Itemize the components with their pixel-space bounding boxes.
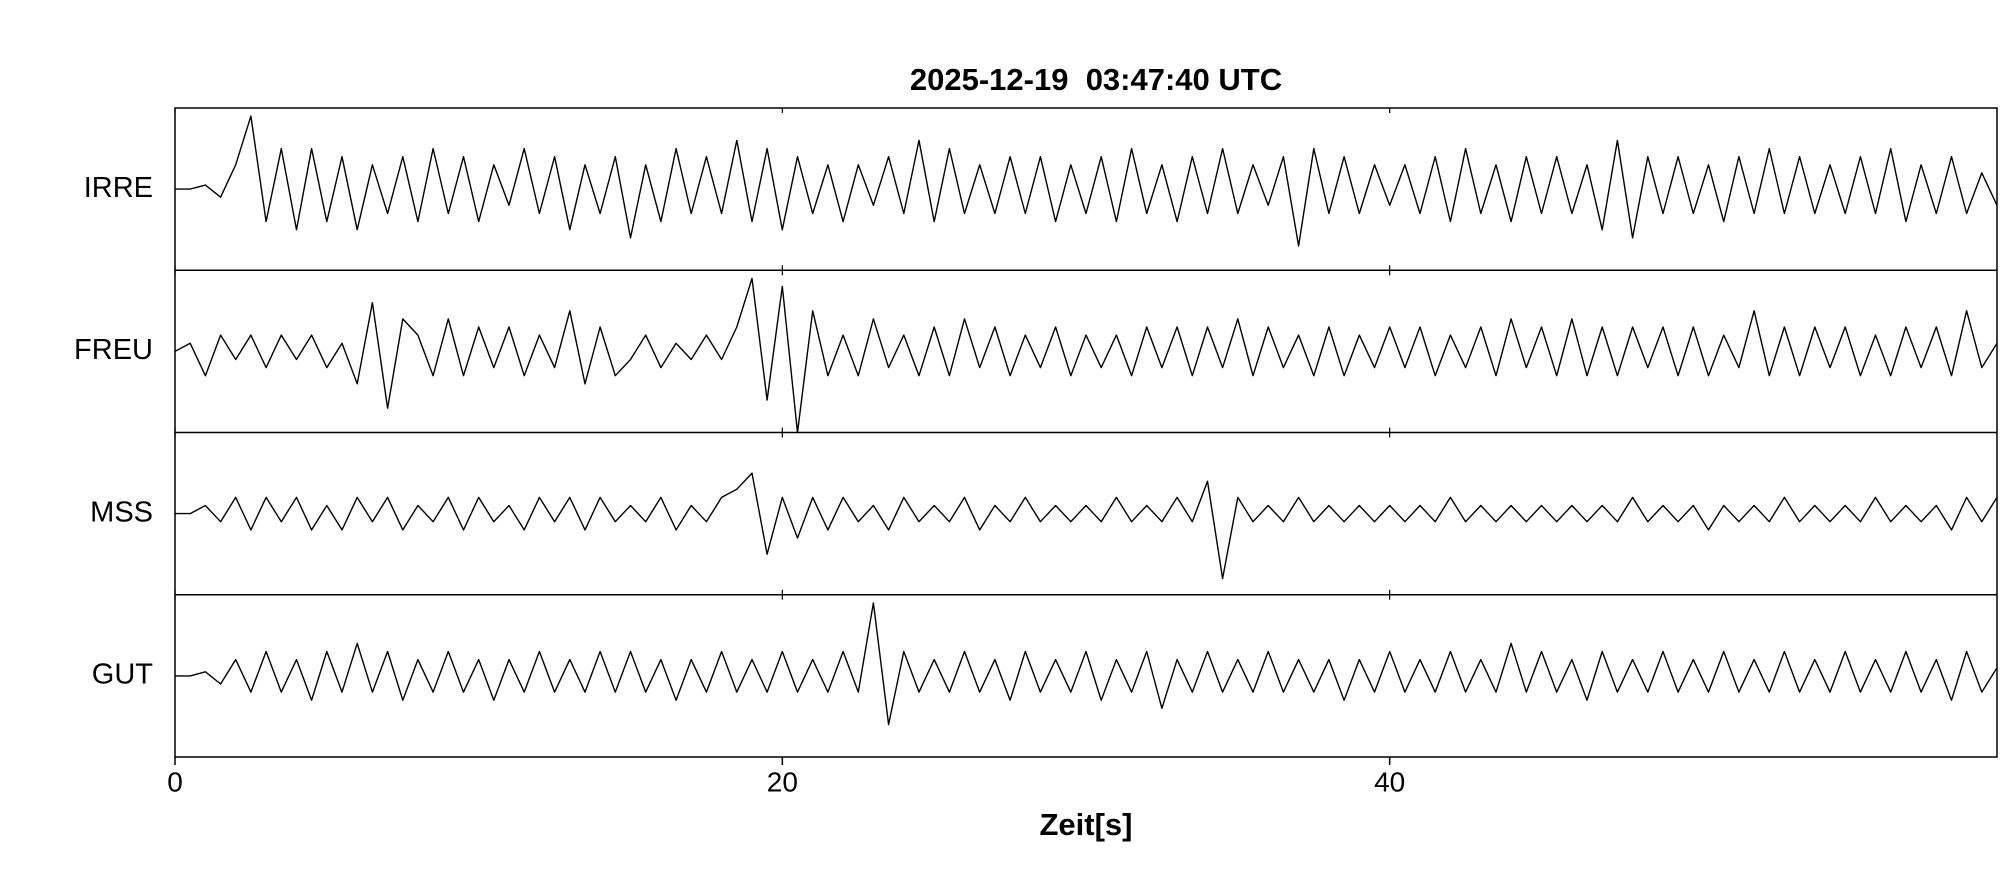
chart-title: 2025-12-19 03:47:40 UTC: [910, 62, 1282, 97]
trace-label: IRRE: [84, 172, 153, 204]
trace-label: MSS: [90, 496, 153, 528]
trace-label: FREU: [74, 334, 153, 366]
x-tick-label: 0: [167, 766, 183, 797]
x-tick-label: 20: [767, 766, 798, 797]
seismic-trace: [175, 115, 1998, 247]
x-axis-label: Zeit[s]: [1040, 807, 1133, 842]
seismic-trace: [175, 602, 1998, 726]
trace-label: GUT: [92, 659, 154, 691]
seismic-trace: [174, 277, 1998, 434]
x-tick-label: 40: [1374, 766, 1405, 797]
seismic-trace: [175, 472, 1998, 580]
